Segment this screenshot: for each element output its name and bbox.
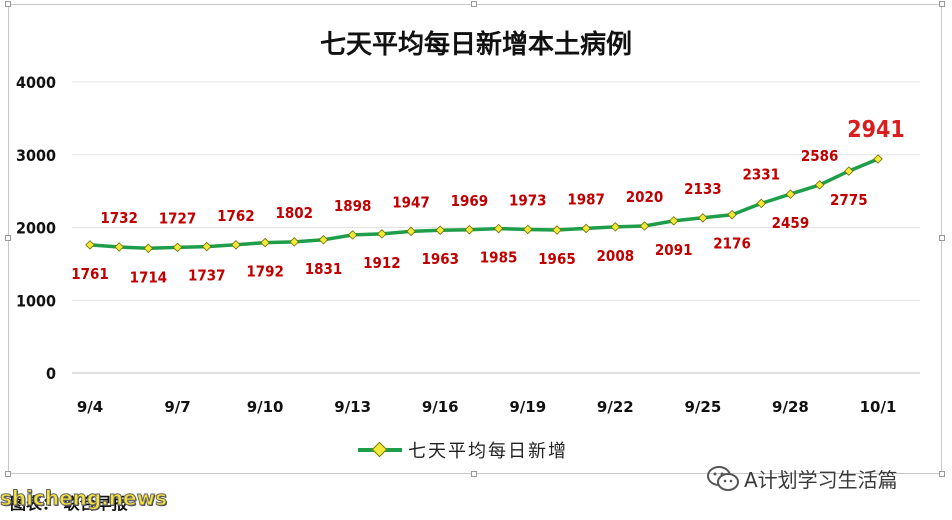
data-label: 1912	[363, 254, 401, 272]
data-label: 1762	[217, 207, 255, 225]
series-line	[89, 157, 879, 251]
data-label: 1963	[421, 250, 459, 268]
data-point	[873, 154, 883, 164]
data-label: 2331	[742, 165, 780, 183]
resize-handle[interactable]	[5, 1, 11, 7]
data-label: 1973	[509, 191, 547, 209]
x-tick-label: 10/1	[860, 398, 897, 416]
data-label: 2176	[713, 235, 751, 253]
x-tick-label: 9/16	[422, 398, 459, 416]
data-point	[143, 243, 154, 254]
data-label: 1761	[71, 265, 109, 283]
data-point	[464, 224, 475, 235]
data-label: 1737	[188, 267, 226, 285]
data-point	[435, 225, 445, 235]
data-label: 2020	[626, 188, 664, 206]
data-label: 2091	[655, 241, 693, 259]
resize-handle[interactable]	[939, 235, 945, 241]
data-point	[85, 240, 95, 250]
wechat-icon	[707, 465, 739, 491]
data-point	[610, 222, 621, 232]
data-point	[698, 213, 708, 223]
chart-title: 七天平均每日新增本土病例	[319, 30, 632, 60]
data-label: 1969	[451, 192, 489, 210]
y-tick-label: 4000	[16, 73, 56, 92]
wechat-account-name: A计划学习生活篇	[744, 468, 898, 492]
data-label: 1831	[305, 260, 343, 278]
data-point	[289, 237, 300, 247]
data-label: 1732	[100, 209, 138, 227]
data-label: 1792	[246, 263, 284, 281]
data-point	[114, 242, 124, 252]
y-tick-label: 1000	[16, 291, 56, 310]
data-point	[318, 235, 329, 245]
x-tick-label: 9/25	[684, 398, 721, 416]
data-point	[844, 166, 854, 176]
x-tick-label: 9/22	[597, 398, 634, 416]
data-label: 1987	[567, 190, 605, 208]
chart-legend: 七天平均每日新增	[358, 438, 568, 462]
wechat-credit: A计划学习生活篇	[706, 464, 898, 493]
y-tick-label: 2000	[16, 219, 56, 238]
data-label-highlight: 2941	[847, 117, 905, 143]
data-point	[493, 223, 504, 234]
legend-label: 七天平均每日新增	[408, 441, 568, 462]
data-point	[231, 240, 241, 250]
y-tick-label: 3000	[16, 146, 56, 165]
data-point	[785, 189, 796, 199]
data-label: 2008	[597, 247, 635, 265]
resize-handle[interactable]	[471, 471, 477, 477]
data-point	[406, 226, 416, 237]
data-point	[814, 180, 825, 190]
data-point	[523, 224, 533, 235]
x-tick-label: 9/13	[334, 398, 371, 416]
data-label: 2586	[801, 147, 839, 165]
data-point	[756, 198, 767, 209]
data-point	[172, 242, 183, 253]
data-label: 2459	[772, 214, 810, 232]
data-point	[668, 216, 679, 226]
data-point	[552, 225, 562, 235]
resize-handle[interactable]	[471, 1, 477, 7]
data-label: 1965	[538, 250, 576, 268]
data-point	[260, 237, 270, 248]
source-credit: 图表： 联合早报	[10, 494, 128, 513]
y-tick-label: 0	[46, 364, 56, 383]
legend-swatch	[358, 438, 402, 462]
data-point	[639, 221, 650, 231]
data-label: 2775	[830, 191, 868, 209]
data-label: 2133	[684, 180, 722, 198]
x-tick-label: 9/7	[164, 398, 190, 416]
data-label: 1947	[392, 193, 430, 211]
data-label: 1714	[130, 268, 168, 286]
data-label: 1802	[276, 204, 314, 222]
resize-handle[interactable]	[5, 235, 11, 241]
data-point	[581, 223, 591, 234]
data-point	[347, 230, 358, 240]
data-point	[377, 229, 387, 239]
data-point	[201, 241, 212, 252]
data-label: 1727	[159, 209, 197, 227]
x-tick-label: 9/28	[772, 398, 809, 416]
resize-handle[interactable]	[939, 1, 945, 7]
watermark: shicheng.news	[0, 486, 168, 511]
resize-handle[interactable]	[5, 471, 11, 477]
x-tick-label: 9/19	[509, 398, 546, 416]
data-label: 1898	[334, 197, 372, 215]
resize-handle[interactable]	[939, 471, 945, 477]
x-tick-label: 9/10	[247, 398, 284, 416]
data-point	[727, 209, 737, 220]
data-label: 1985	[480, 249, 518, 267]
x-tick-label: 9/4	[77, 398, 103, 416]
